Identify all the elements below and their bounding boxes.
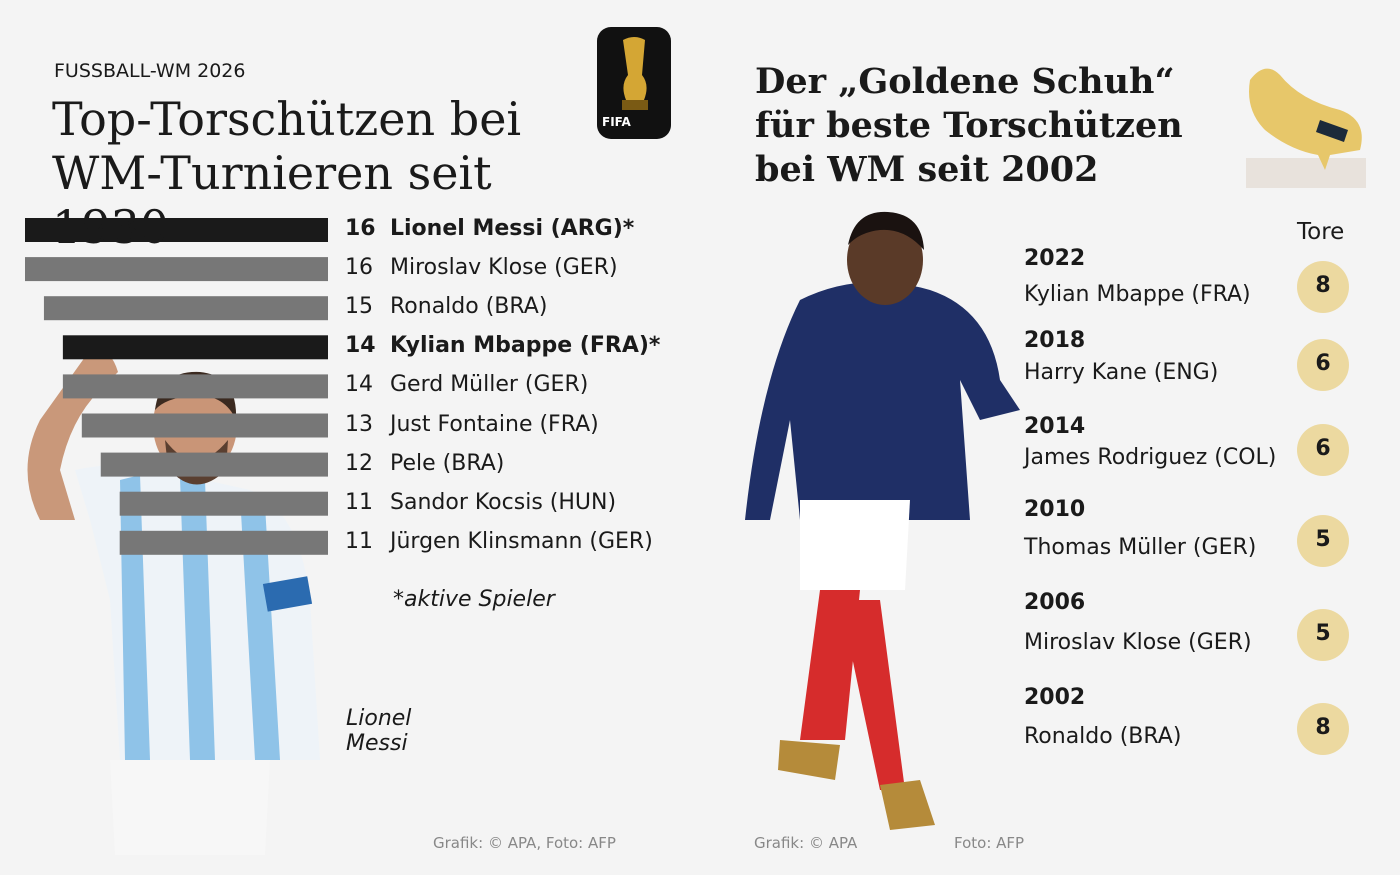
chart-title: Top-Torschützen bei WM-Turnieren seit 19… (52, 92, 522, 254)
player: Thomas Müller (GER) (1024, 535, 1257, 560)
value-label: 11 (345, 528, 373, 554)
value-label: 13 (345, 411, 373, 437)
goals: 5 (1315, 527, 1331, 552)
bar (25, 218, 328, 242)
kicker: FUSSBALL-WM 2026 (54, 60, 246, 82)
bar (25, 257, 328, 282)
goals-badge (1297, 703, 1349, 755)
player: Harry Kane (ENG) (1024, 360, 1219, 385)
goals-badge (1297, 424, 1349, 476)
year: 2014 (1024, 414, 1086, 439)
bar (119, 491, 328, 516)
bar-label: Sandor Kocsis (HUN) (390, 489, 617, 515)
value-label: 12 (345, 450, 373, 476)
bar (119, 530, 328, 555)
bar-label: Pele (BRA) (390, 450, 505, 476)
value-label: 16 (345, 216, 376, 241)
bar-label: Kylian Mbappe (FRA)* (390, 333, 661, 359)
photo-credit: Foto: AFP (954, 834, 1025, 852)
year: 2002 (1024, 685, 1086, 710)
bar-label: Miroslav Klose (GER) (390, 255, 618, 281)
fifa-logo (597, 27, 671, 139)
year: 2006 (1024, 590, 1086, 615)
golden-boot (1246, 68, 1366, 188)
player: James Rodriguez (COL) (1024, 445, 1277, 470)
bar (43, 296, 328, 321)
goals: 6 (1315, 351, 1331, 376)
value-label: 14 (345, 333, 376, 359)
bar (100, 452, 328, 477)
bar-label: Just Fontaine (FRA) (390, 411, 599, 437)
source: Grafik: © APA (754, 834, 858, 852)
bar-label: Ronaldo (BRA) (390, 294, 548, 320)
player: Ronaldo (BRA) (1024, 724, 1182, 749)
bar (62, 335, 328, 360)
year: 2010 (1024, 497, 1086, 522)
bar-label: Jürgen Klinsmann (GER) (390, 528, 653, 554)
goals: 8 (1315, 273, 1331, 298)
source: Grafik: © APA, Foto: AFP (433, 834, 616, 852)
bar (81, 413, 328, 438)
mbappe-photo (745, 211, 1020, 830)
goals: 8 (1315, 715, 1331, 740)
goals-badge (1297, 609, 1349, 661)
photo-caption: Lionel Messi (346, 706, 412, 756)
column-header: Tore (1297, 219, 1345, 245)
goals-badge (1297, 339, 1349, 391)
goals: 5 (1315, 621, 1331, 646)
goals-badge (1297, 515, 1349, 567)
goals: 6 (1315, 436, 1331, 461)
player: Miroslav Klose (GER) (1024, 630, 1252, 655)
goals-badge (1297, 261, 1349, 313)
value-label: 15 (345, 294, 373, 320)
note: *aktive Spieler (393, 587, 555, 612)
value-label: 14 (345, 372, 373, 398)
logo-text: FIFA (602, 115, 631, 129)
year: 2018 (1024, 328, 1086, 353)
bar (62, 374, 328, 399)
bar-label: Gerd Müller (GER) (390, 372, 589, 398)
year: 2022 (1024, 246, 1086, 271)
value-label: 11 (345, 489, 373, 515)
player: Kylian Mbappe (FRA) (1024, 282, 1251, 307)
golden-boot-title: Der „Goldene Schuh“ für beste Torschütze… (755, 61, 1183, 190)
value-label: 16 (345, 255, 373, 281)
bar-label: Lionel Messi (ARG)* (390, 216, 635, 241)
